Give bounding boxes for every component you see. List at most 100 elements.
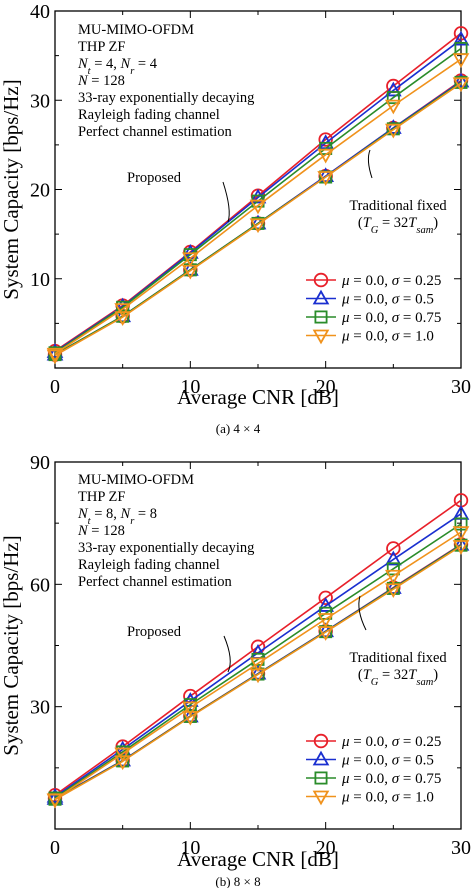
data-point-proposed: [46, 347, 64, 363]
annotation-traditional: Traditional fixed: [349, 198, 447, 214]
chart-panel-a: 0 10 20 30 10 20 30 40 Average CNR [dB] System Ca…: [0, 1, 471, 436]
x-tick-label: 20: [316, 837, 336, 859]
data-point-proposed-shape: [46, 347, 64, 363]
x-axis-label: Average CNR [dB]: [177, 385, 339, 409]
y-tick-label: 90: [30, 452, 50, 474]
data-point-proposed: [454, 517, 468, 531]
legend-marker-shape: [312, 790, 330, 806]
legend-marker-shape: [314, 771, 328, 785]
annotation-traditional: Traditional fixed: [349, 650, 447, 666]
data-point-proposed-shape: [181, 701, 199, 717]
series-line-proposed: [54, 531, 462, 800]
info-line: Perfect channel estimation: [78, 124, 233, 140]
data-point-proposed: [114, 303, 132, 318]
legend-marker: [314, 310, 328, 324]
annotation-proposed: Proposed: [127, 170, 182, 186]
x-tick-label: 30: [451, 837, 471, 859]
legend-marker-shape: [312, 329, 330, 345]
x-axis-label: Average CNR [dB]: [177, 847, 339, 871]
info-line: MU-MIMO-OFDM: [78, 472, 194, 488]
data-point-proposed-shape: [318, 590, 333, 605]
data-point-proposed-shape: [181, 252, 199, 268]
x-tick-label: 0: [50, 376, 60, 398]
legend-label: μ = 0.0, σ = 1.0: [341, 790, 434, 806]
info-line: N = 128: [77, 73, 125, 89]
data-point-traditional: [181, 710, 199, 726]
series-line-proposed: [54, 513, 462, 798]
data-point-traditional: [452, 72, 470, 88]
data-point-proposed-shape: [249, 188, 267, 204]
data-point-proposed: [181, 252, 199, 268]
legend-label: μ = 0.0, σ = 1.0: [341, 329, 434, 345]
data-point-proposed: [384, 99, 402, 115]
data-point-proposed: [317, 597, 335, 612]
data-point-proposed-shape: [452, 526, 470, 541]
x-tick-label: 10: [180, 837, 200, 859]
info-line: N = 128: [77, 523, 125, 539]
data-point-proposed: [386, 541, 401, 556]
x-tick-label: 10: [180, 376, 200, 398]
data-point-proposed: [317, 613, 335, 628]
legend-label: μ = 0.0, σ = 0.5: [341, 292, 434, 308]
data-point-proposed-shape: [114, 303, 132, 318]
legend-marker: [312, 289, 330, 305]
data-point-traditional-shape: [386, 122, 400, 136]
annotation-proposed-pointer: [222, 181, 230, 223]
data-point-proposed: [317, 148, 335, 164]
data-point-traditional: [114, 311, 132, 326]
annotation-proposed-pointer: [223, 635, 231, 673]
data-point-proposed-shape: [452, 53, 470, 69]
data-point-proposed-shape: [114, 747, 132, 763]
data-point-proposed: [249, 188, 267, 204]
data-point-proposed-shape: [384, 81, 402, 97]
legend-label: μ = 0.0, σ = 0.25: [341, 273, 441, 289]
figure-caption: (a) 4 × 4: [216, 421, 261, 436]
info-line: MU-MIMO-OFDM: [78, 22, 194, 38]
data-point-traditional: [452, 77, 470, 93]
y-tick-label: 40: [30, 1, 50, 23]
legend-marker: [314, 771, 328, 785]
y-tick-label: 30: [30, 697, 50, 719]
data-point-proposed-shape: [46, 793, 64, 809]
legend-marker-shape: [313, 272, 329, 288]
y-tick-label: 60: [30, 574, 50, 596]
data-point-traditional-shape: [317, 171, 335, 186]
data-point-proposed-shape: [318, 132, 333, 147]
data-point-traditional: [251, 216, 265, 230]
data-point-proposed-shape: [384, 99, 402, 115]
data-point-proposed: [384, 550, 402, 566]
data-point-proposed-shape: [384, 550, 402, 566]
data-point-proposed: [114, 747, 132, 763]
legend-label: μ = 0.0, σ = 0.5: [341, 753, 434, 769]
data-point-proposed: [384, 569, 402, 585]
info-line: Nt = 8, Nr = 8: [77, 506, 157, 527]
data-point-proposed-shape: [452, 30, 470, 46]
series-line-proposed: [54, 523, 462, 799]
legend-label: μ = 0.0, σ = 0.75: [341, 310, 441, 326]
annotation-proposed: Proposed: [127, 624, 182, 640]
data-point-proposed-shape: [181, 692, 199, 707]
data-point-traditional-shape: [114, 311, 132, 326]
data-point-proposed-shape: [249, 199, 267, 215]
info-line: THP ZF: [78, 489, 125, 505]
data-point-traditional-shape: [452, 77, 470, 93]
data-point-proposed: [384, 81, 402, 97]
legend-marker: [313, 272, 329, 288]
data-point-traditional-shape: [452, 535, 470, 551]
data-point-proposed-shape: [386, 562, 400, 576]
data-point-proposed: [452, 30, 470, 46]
data-point-proposed: [46, 793, 64, 809]
y-tick-label: 30: [30, 90, 50, 112]
chart-panel-b: 0 10 20 30 30 60 90 Average CNR [dB] System Capa…: [0, 452, 471, 888]
data-point-traditional: [114, 755, 132, 771]
legend-marker: [312, 750, 330, 766]
data-point-traditional: [386, 122, 400, 136]
info-line: 33-ray exponentially decaying: [78, 90, 254, 106]
info-line: THP ZF: [78, 39, 125, 55]
data-point-traditional: [452, 535, 470, 551]
data-point-proposed: [386, 91, 400, 105]
legend-marker-shape: [312, 289, 330, 305]
data-point-proposed-shape: [384, 569, 402, 585]
data-point-proposed: [181, 701, 199, 717]
data-point-proposed: [249, 199, 267, 215]
